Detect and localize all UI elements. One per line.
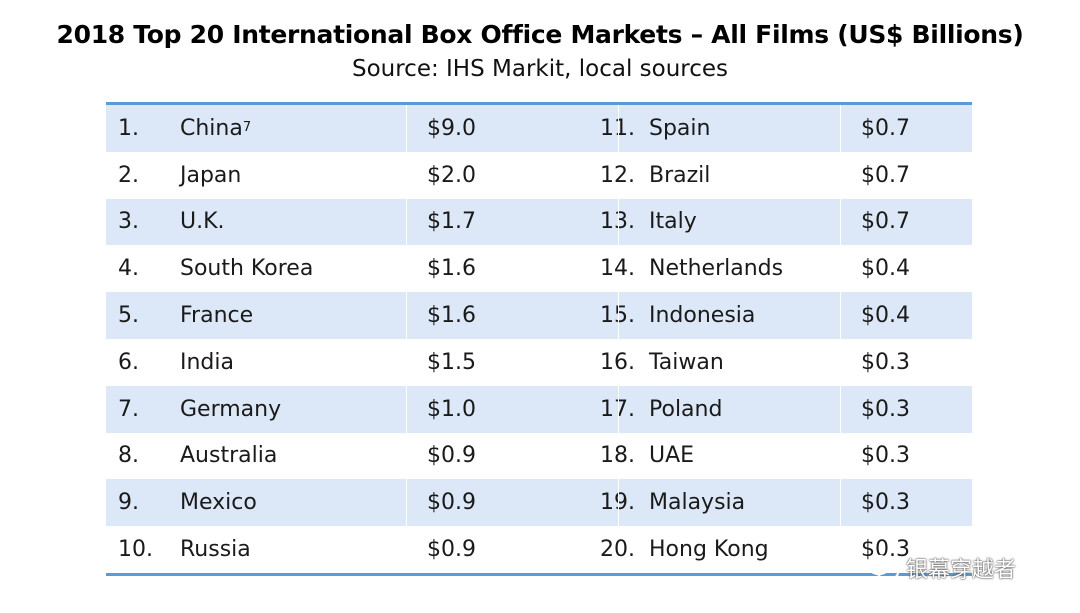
table-row: 8. Australia $0.9 18. UAE $0.3	[106, 433, 972, 480]
country-cell: Germany	[180, 386, 406, 433]
value-cell: $0.9	[406, 479, 570, 527]
box-office-table: 1. China 7 $9.0 11. Spain $0.7 2. Japan $2.0 12. Br…	[106, 102, 972, 576]
rank-cell: 2.	[118, 162, 139, 188]
country-name: France	[180, 303, 254, 329]
value-cell: $0.3	[840, 385, 972, 433]
rank-cell: 5.	[118, 303, 139, 329]
rank-cell: 18.	[600, 443, 635, 469]
country-cell: Malaysia	[618, 479, 840, 527]
value-cell: $0.3	[861, 349, 910, 375]
country-cell: Indonesia	[618, 292, 840, 339]
country-cell: Spain	[618, 105, 840, 152]
value-cell: $1.6	[406, 292, 570, 339]
rank-cell: 4.	[118, 256, 139, 282]
table-row: 10. Russia $0.9 20. Hong Kong $0.3	[106, 526, 972, 573]
country-cell: Netherlands	[649, 256, 784, 282]
rank-cell: 17.	[600, 396, 635, 422]
table-row: 3. U.K. $1.7 13. Italy $0.7	[106, 198, 972, 246]
watermark: 银幕穿越者	[866, 548, 1016, 588]
table-row: 5. France $1.6 15. Indonesia $0.4	[106, 292, 972, 339]
value-cell: $0.3	[840, 479, 972, 527]
table-row: 4. South Korea $1.6 14. Netherlands $0.4	[106, 245, 972, 292]
country-name: South Korea	[180, 256, 314, 282]
country-name: Germany	[180, 396, 282, 422]
country-cell: Italy	[618, 198, 840, 246]
value-cell: $1.6	[427, 256, 476, 282]
rank-cell: 12.	[600, 162, 635, 188]
value-cell: $0.4	[861, 256, 910, 282]
rank-cell: 7.	[118, 396, 139, 422]
value-cell: $2.0	[427, 162, 476, 188]
country-name: Russia	[180, 537, 251, 563]
country-cell: Russia	[180, 526, 406, 573]
country-name: India	[180, 349, 234, 375]
value-cell: $0.7	[861, 162, 910, 188]
country-cell: South Korea	[180, 245, 406, 292]
rank-cell: 14.	[600, 256, 635, 282]
chart-title: 2018 Top 20 International Box Office Mar…	[56, 20, 1024, 49]
country-cell: U.K.	[180, 199, 406, 246]
value-cell: $1.0	[406, 385, 570, 433]
rank-cell: 11.	[600, 115, 635, 141]
country-cell: Brazil	[649, 162, 711, 188]
rank-cell: 13.	[600, 209, 635, 235]
rank-cell: 20.	[600, 537, 635, 563]
rank-cell: 16.	[600, 349, 635, 375]
table-row: 6. India $1.5 16. Taiwan $0.3	[106, 339, 972, 386]
country-cell: Mexico	[180, 479, 406, 526]
rank-cell: 9.	[118, 490, 139, 516]
rank-cell: 6.	[118, 349, 139, 375]
watermark-text: 银幕穿越者	[906, 558, 1017, 583]
country-cell: France	[180, 292, 406, 339]
rank-cell: 1.	[118, 115, 139, 141]
country-cell: Poland	[618, 385, 840, 433]
country-cell: India	[180, 339, 406, 386]
chart-subtitle: Source: IHS Markit, local sources	[351, 56, 729, 82]
country-cell: China 7	[180, 115, 252, 141]
rank-cell: 10.	[118, 537, 153, 563]
country-name: U.K.	[180, 209, 225, 235]
table-row: 1. China 7 $9.0 11. Spain $0.7	[106, 105, 972, 152]
value-cell: $1.5	[427, 349, 476, 375]
country-cell: Australia	[180, 433, 406, 480]
value-cell: $0.3	[861, 443, 910, 469]
country-name: Japan	[180, 162, 242, 188]
country-name: China	[180, 115, 243, 141]
value-cell: $0.9	[427, 443, 476, 469]
rank-cell: 15.	[600, 303, 635, 329]
country-cell: Taiwan	[649, 349, 724, 375]
rank-cell: 19.	[600, 490, 635, 516]
table-row: 9. Mexico $0.9 19. Malaysia $0.3	[106, 479, 972, 527]
value-cell: $0.4	[840, 292, 972, 339]
rank-cell: 8.	[118, 443, 139, 469]
country-cell: Japan	[180, 152, 406, 199]
rank-cell: 3.	[118, 209, 139, 235]
table-row: 2. Japan $2.0 12. Brazil $0.7	[106, 152, 972, 199]
country-cell: Hong Kong	[649, 537, 769, 563]
value-cell: $1.7	[406, 198, 570, 246]
country-name: Australia	[180, 443, 278, 469]
value-cell: $0.7	[840, 198, 972, 246]
table-row: 7. Germany $1.0 17. Poland $0.3	[106, 385, 972, 433]
value-cell: $0.7	[840, 105, 972, 152]
country-name: Mexico	[180, 490, 257, 516]
value-cell: $0.9	[427, 537, 476, 563]
value-cell: $9.0	[406, 105, 570, 152]
country-cell: UAE	[649, 443, 695, 469]
wechat-icon	[866, 554, 900, 582]
